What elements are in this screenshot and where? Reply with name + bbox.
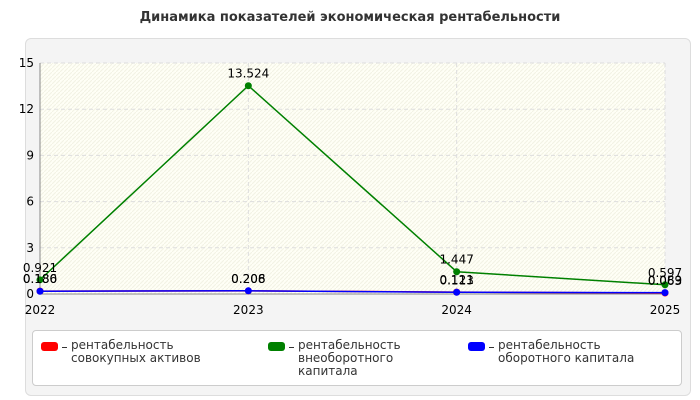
data-label: 0.206 [231,272,265,286]
y-tick-label: 3 [26,241,34,255]
legend: рентабельность совокупных активов рентабе… [32,330,682,386]
data-label: 0.180 [23,272,57,286]
legend-item: рентабельность совокупных активов [41,339,226,365]
legend-dash [289,347,294,348]
chart: 0369121520222023202420250.1860.2060.1210… [19,56,682,317]
series-line [39,84,666,286]
data-label: 0.597 [648,266,682,280]
data-point [661,289,669,297]
chart-title: Динамика показателей экономическая рента… [139,10,561,25]
y-tick-label: 9 [26,148,34,162]
legend-label: рентабельность оборотного капитала [498,338,635,365]
data-label: 0.921 [23,261,57,275]
data-label: 0.089 [648,274,682,288]
legend-label: рентабельность совокупных активов [71,338,201,365]
data-label: 0.208 [231,272,265,286]
data-point [453,268,461,276]
legend-dash [489,347,494,348]
data-point [36,276,44,284]
x-tick-label: 2023 [233,303,264,317]
x-tick-label: 2022 [25,303,56,317]
data-label: 0.113 [439,273,473,287]
y-tick-label: 15 [19,56,34,70]
x-tick-label: 2025 [650,303,681,317]
data-label: 0.121 [439,273,473,287]
data-point [244,82,252,90]
data-point [453,288,461,296]
data-label: 13.524 [227,67,269,81]
legend-swatch [468,342,485,351]
data-point [36,287,44,295]
legend-item: рентабельность внеоборотного капитала [268,339,453,378]
y-tick-label: 0 [26,287,34,301]
y-tick-label: 12 [19,102,34,116]
legend-swatch [41,342,58,351]
legend-swatch [268,342,285,351]
data-point [244,287,252,295]
y-tick-label: 6 [26,195,34,209]
legend-item: рентабельность оборотного капитала [468,339,653,365]
data-point [661,281,669,289]
x-tick-label: 2024 [441,303,472,317]
legend-dash [62,347,67,348]
series-line [39,290,666,294]
data-label: 1.447 [439,253,473,267]
legend-label: рентабельность внеоборотного капитала [298,338,401,378]
